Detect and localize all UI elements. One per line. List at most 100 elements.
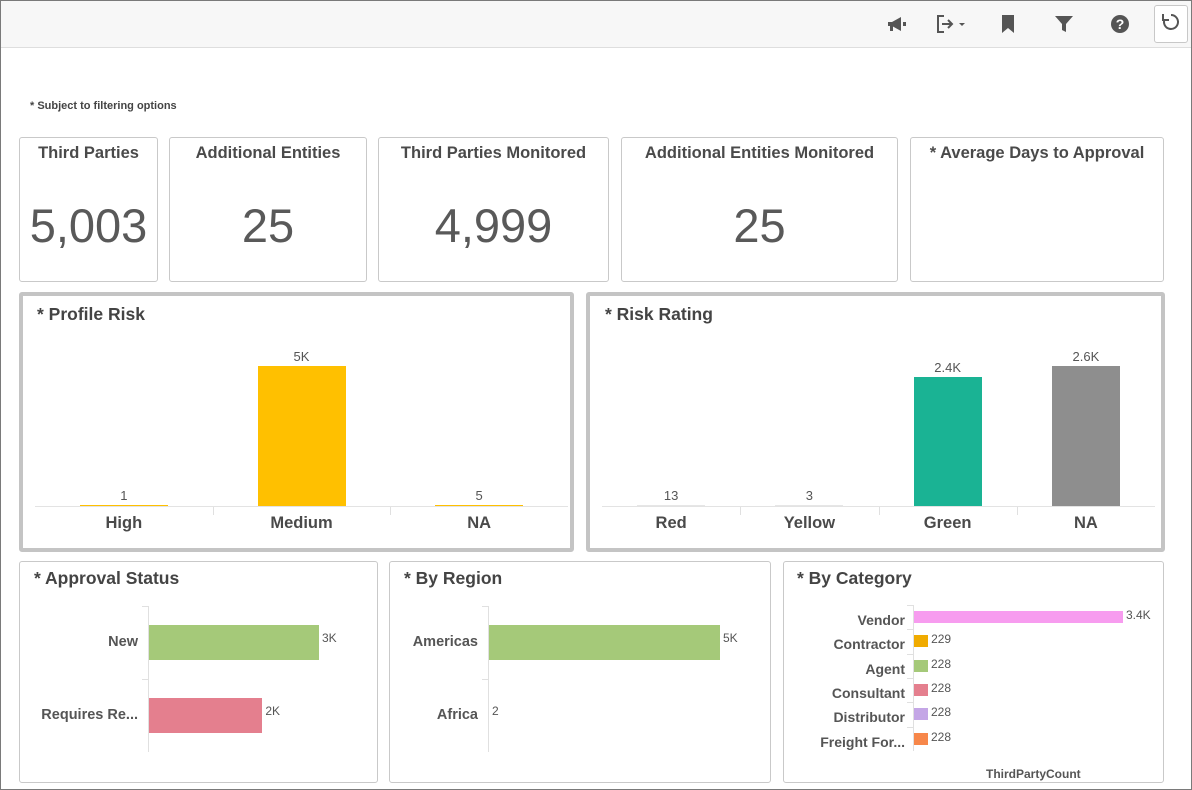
data-label: 13 <box>663 488 679 503</box>
bar-3 <box>914 684 928 697</box>
data-label: 228 <box>931 729 952 744</box>
category-label: Green <box>923 514 972 532</box>
category-label: High <box>105 514 143 532</box>
category-label: Red <box>655 514 687 532</box>
data-label: 3 <box>805 488 813 503</box>
axis-tick <box>907 726 913 728</box>
category-label: Consultant <box>831 685 905 702</box>
kpi-value: 4,999 <box>434 199 553 252</box>
category-label: Medium <box>270 514 333 532</box>
category-label: Agent <box>865 660 905 677</box>
data-label: 2.4K <box>934 359 961 375</box>
bar-red <box>637 505 706 506</box>
category-label: Yellow <box>783 514 836 532</box>
data-label: 3.4K <box>1126 608 1151 623</box>
category-separator <box>1016 507 1018 515</box>
export-icon[interactable] <box>933 9 971 39</box>
kpi-title: Third Parties <box>38 144 139 162</box>
axis-tick <box>907 605 913 606</box>
category-label: Distributor <box>833 709 905 726</box>
kpi-title: Additional Entities <box>195 144 341 162</box>
profile-risk-panel[interactable]: * Profile Risk 1 High 5K Medium 5 NA <box>19 292 574 552</box>
category-separator <box>878 507 880 515</box>
risk-rating-panel[interactable]: * Risk Rating 13 Red 3 Yellow 2.4K Green 2.6K N… <box>586 292 1165 552</box>
bar-na <box>435 505 524 506</box>
data-label: 228 <box>931 656 952 671</box>
category-label: Requires Re... <box>41 706 138 723</box>
axis-tick <box>482 606 488 607</box>
bar-na <box>1051 366 1120 506</box>
axis-tick <box>142 606 148 607</box>
panel-title: * By Category <box>797 568 912 588</box>
x-axis-title: ThirdPartyCount <box>986 767 1081 781</box>
by-region-panel[interactable]: * By Region Americas 5K Africa 2 <box>389 561 771 783</box>
category-label: NA <box>467 514 492 532</box>
risk-rating-chart: 13 Red 3 Yellow 2.4K Green 2.6K NA <box>602 331 1155 536</box>
data-label: 228 <box>931 681 952 696</box>
bar-5 <box>914 732 928 745</box>
by-region-chart: Americas 5K Africa 2 <box>390 562 770 782</box>
bar-high <box>79 505 168 506</box>
bar-4 <box>914 708 928 721</box>
category-label: New <box>108 633 138 650</box>
kpi-value: 25 <box>733 199 786 252</box>
category-label: Africa <box>436 706 478 723</box>
axis-tick <box>482 679 488 680</box>
help-icon[interactable]: ? <box>1104 9 1136 39</box>
approval-status-chart: New 3K Requires Re... 2K <box>20 562 377 782</box>
kpi-title: * Average Days to Approval <box>929 144 1145 162</box>
toolbar: ? <box>1 1 1191 48</box>
filter-icon[interactable] <box>1048 9 1080 39</box>
filter-note: * Subject to filtering options <box>30 100 177 112</box>
category-label: NA <box>1073 514 1098 532</box>
refresh-button[interactable] <box>1154 5 1188 43</box>
data-label: 228 <box>931 705 952 720</box>
bar-medium <box>257 366 346 506</box>
data-label: 2K <box>265 703 281 718</box>
data-label: 3K <box>322 630 337 645</box>
data-label: 5 <box>475 488 483 503</box>
bookmark-icon[interactable] <box>992 9 1024 39</box>
approval-status-panel[interactable]: * Approval Status New 3K Requires Re... 2K <box>19 561 378 783</box>
y-axis-line <box>148 606 149 752</box>
category-label: Americas <box>412 633 478 650</box>
kpi-title: Additional Entities Monitored <box>644 144 875 162</box>
panel-title: * Approval Status <box>34 568 180 588</box>
refresh-icon <box>1161 12 1181 37</box>
svg-text:?: ? <box>1116 16 1125 32</box>
kpi-third-parties[interactable]: Third Parties 5,003 <box>19 137 158 282</box>
kpi-additional-entities[interactable]: Additional Entities 25 <box>169 137 367 282</box>
data-label: 2 <box>492 703 499 718</box>
by-category-chart: Vendor 3.4K Contractor 229 Agent 228 Consultan… <box>784 562 1163 782</box>
kpi-value: 5,003 <box>29 199 148 252</box>
kpi-average-days-to-approval[interactable]: * Average Days to Approval <box>910 137 1164 282</box>
y-axis-line <box>488 606 489 752</box>
category-separator <box>740 507 742 515</box>
data-label: 229 <box>931 632 952 647</box>
axis-tick <box>907 653 913 655</box>
bar-yellow <box>775 505 844 506</box>
y-axis-line <box>913 605 914 751</box>
axis-tick <box>907 702 913 704</box>
category-label: Contractor <box>833 636 905 653</box>
axis-tick <box>907 629 913 631</box>
panel-title: * Risk Rating <box>605 304 713 324</box>
chart-baseline <box>35 506 568 507</box>
axis-tick <box>142 679 148 680</box>
kpi-value: 25 <box>241 199 295 252</box>
data-label: 2.6K <box>1072 349 1100 364</box>
bar-0 <box>149 625 319 660</box>
kpi-additional-entities-monitored[interactable]: Additional Entities Monitored 25 <box>621 137 898 282</box>
by-category-panel[interactable]: * By Category Vendor 3.4K Contractor 229 Age… <box>783 561 1164 783</box>
category-separator <box>212 507 214 515</box>
panel-title: * Profile Risk <box>37 304 145 324</box>
bar-2 <box>914 659 928 672</box>
category-separator <box>390 507 392 515</box>
profile-risk-chart: 1 High 5K Medium 5 NA <box>35 331 568 536</box>
megaphone-icon[interactable] <box>881 9 913 39</box>
kpi-third-parties-monitored[interactable]: Third Parties Monitored 4,999 <box>378 137 609 282</box>
bar-1 <box>149 698 263 733</box>
bar-0 <box>914 611 1123 624</box>
chart-baseline <box>602 506 1155 507</box>
axis-tick <box>907 677 913 679</box>
